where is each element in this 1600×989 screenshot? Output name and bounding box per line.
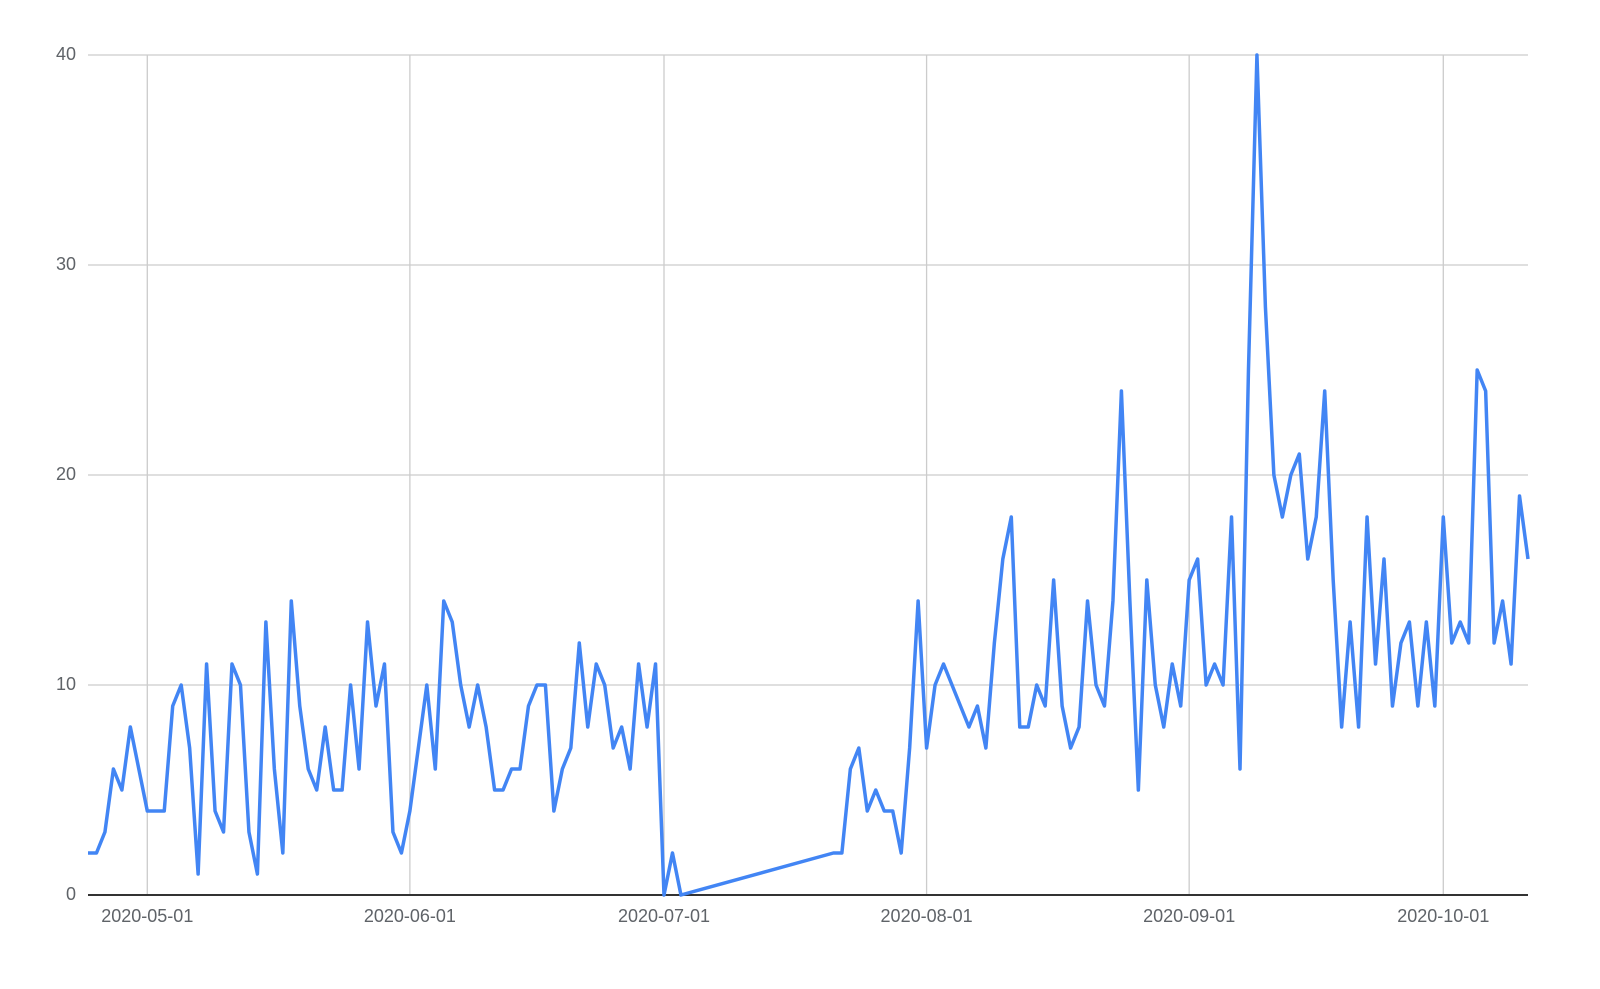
x-tick-label: 2020-07-01 (618, 906, 710, 926)
y-tick-label: 0 (66, 884, 76, 904)
x-tick-label: 2020-09-01 (1143, 906, 1235, 926)
x-tick-label: 2020-06-01 (364, 906, 456, 926)
y-tick-label: 20 (56, 464, 76, 484)
y-tick-label: 40 (56, 44, 76, 64)
x-tick-label: 2020-10-01 (1397, 906, 1489, 926)
x-tick-label: 2020-05-01 (101, 906, 193, 926)
y-tick-label: 10 (56, 674, 76, 694)
y-tick-label: 30 (56, 254, 76, 274)
x-tick-label: 2020-08-01 (881, 906, 973, 926)
data-line (88, 53, 1530, 897)
